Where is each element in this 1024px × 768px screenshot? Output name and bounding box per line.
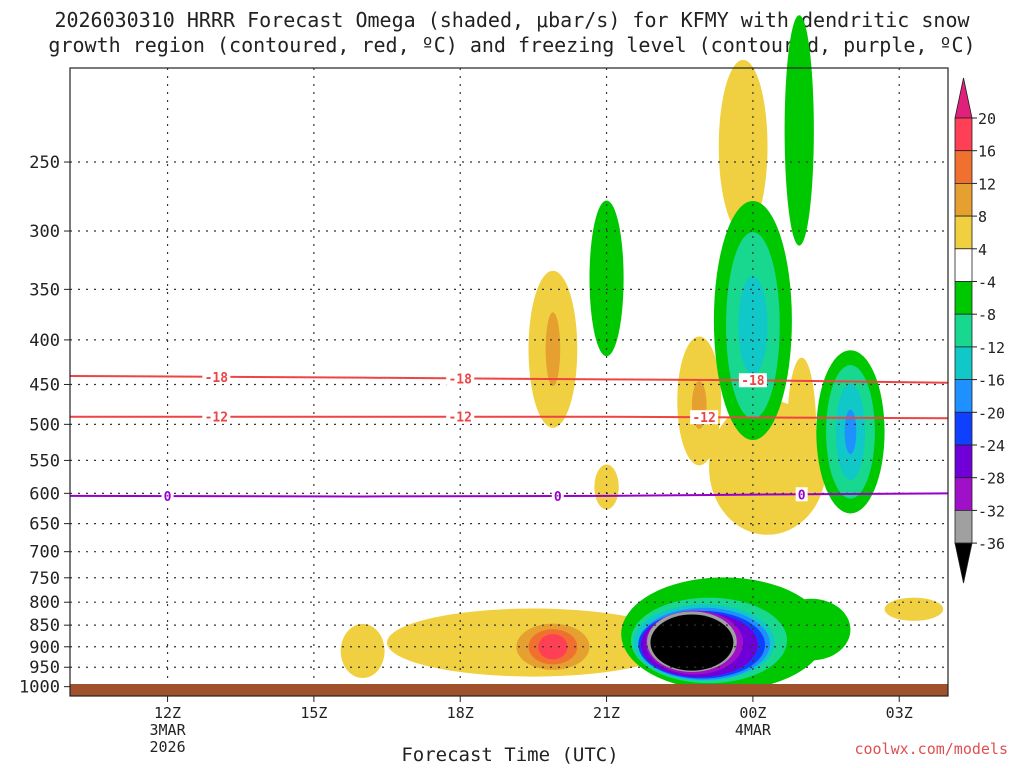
chart-title: 2026030310 HRRR Forecast Omega (shaded, … bbox=[0, 8, 1024, 58]
contour-label-0: 0 bbox=[554, 490, 562, 505]
contour-label-bg bbox=[551, 488, 564, 503]
colorbar-bottom-arrow bbox=[954, 542, 973, 584]
colorbar-swatch-8 bbox=[954, 215, 973, 250]
colorbar-label-8: 8 bbox=[978, 208, 987, 226]
colorbar-label-20: 20 bbox=[978, 110, 996, 128]
colorbar-swatch--8 bbox=[954, 313, 973, 348]
colorbar-swatch--12 bbox=[954, 346, 973, 380]
x-tick-sublabel-2026: 2026 bbox=[149, 738, 185, 756]
omega-feature-8-6 bbox=[545, 312, 561, 387]
contour-label--12: -12 bbox=[448, 411, 471, 426]
colorbar-top-arrow bbox=[954, 77, 973, 119]
x-tick-sublabel-3MAR: 3MAR bbox=[149, 721, 186, 739]
colorbar-swatch-16 bbox=[954, 150, 973, 184]
colorbar-label--32: -32 bbox=[978, 502, 1005, 520]
y-tick-label-350: 350 bbox=[29, 280, 60, 300]
contour-label--18: -18 bbox=[448, 372, 472, 387]
x-tick-sublabel-4MAR: 4MAR bbox=[735, 721, 772, 739]
y-tick-label-750: 750 bbox=[29, 569, 60, 589]
contour-label-bg bbox=[202, 409, 231, 424]
contour-label-0: 0 bbox=[164, 490, 172, 505]
colorbar-label--8: -8 bbox=[978, 306, 996, 324]
colorbar-label--28: -28 bbox=[978, 470, 1005, 488]
x-tick-label-21Z: 21Z bbox=[593, 704, 620, 722]
contour-label--12: -12 bbox=[692, 411, 715, 426]
x-tick-label-00Z: 00Z bbox=[739, 704, 766, 722]
y-tick-label-450: 450 bbox=[29, 375, 60, 395]
x-tick-label-12Z: 12Z bbox=[154, 704, 181, 722]
omega-feature-16-4 bbox=[538, 634, 568, 660]
colorbar-swatch--16 bbox=[954, 379, 973, 413]
x-tick-label-15Z: 15Z bbox=[300, 704, 327, 722]
omega-feature-4-22 bbox=[884, 597, 944, 621]
y-tick-label-950: 950 bbox=[29, 658, 60, 678]
brand-link[interactable]: coolwx.com/models bbox=[854, 740, 1008, 758]
contour-label-bg bbox=[446, 409, 475, 424]
x-tick-label-03Z: 03Z bbox=[886, 704, 913, 722]
colorbar-swatch--24 bbox=[954, 444, 973, 479]
omega-feature--36-32 bbox=[650, 614, 734, 671]
contour-label-bg bbox=[161, 489, 174, 504]
omega-feature--4-14 bbox=[784, 15, 814, 246]
contour-label-bg bbox=[202, 369, 231, 384]
contour-line--18 bbox=[69, 374, 949, 384]
ground-strip bbox=[70, 684, 948, 696]
y-tick-label-850: 850 bbox=[29, 616, 60, 636]
contour-label--18: -18 bbox=[205, 371, 229, 386]
omega-feature--16-21 bbox=[844, 409, 857, 455]
contour-label--12: -12 bbox=[205, 411, 228, 426]
omega-feature-4-0 bbox=[340, 623, 385, 678]
colorbar-label--24: -24 bbox=[978, 437, 1005, 455]
omega-feature-4-8 bbox=[594, 464, 619, 510]
colorbar-label-16: 16 bbox=[978, 143, 996, 161]
colorbar-label--36: -36 bbox=[978, 535, 1005, 553]
y-tick-label-650: 650 bbox=[29, 515, 60, 535]
colorbar-swatch--4 bbox=[954, 281, 973, 315]
y-tick-label-900: 900 bbox=[29, 638, 60, 658]
colorbar-label--20: -20 bbox=[978, 404, 1005, 422]
y-tick-label-600: 600 bbox=[29, 484, 60, 504]
omega-feature-4-13 bbox=[787, 357, 817, 507]
colorbar-swatch--28 bbox=[954, 477, 973, 511]
contour-label-bg bbox=[738, 373, 767, 388]
colorbar-swatch--32 bbox=[954, 509, 973, 544]
y-tick-label-550: 550 bbox=[29, 451, 60, 471]
colorbar-label-12: 12 bbox=[978, 175, 996, 193]
contour-label-0: 0 bbox=[798, 488, 806, 503]
title-line-1: 2026030310 HRRR Forecast Omega (shaded, … bbox=[54, 8, 970, 32]
x-tick-label-18Z: 18Z bbox=[447, 704, 474, 722]
y-tick-label-400: 400 bbox=[29, 331, 60, 351]
y-tick-label-500: 500 bbox=[29, 415, 60, 435]
colorbar-swatch-4 bbox=[954, 248, 973, 282]
plot-frame bbox=[69, 67, 949, 697]
y-tick-label-700: 700 bbox=[29, 543, 60, 563]
colorbar-label--12: -12 bbox=[978, 339, 1005, 357]
colorbar-swatch--20 bbox=[954, 411, 973, 446]
x-axis-label: Forecast Time (UTC) bbox=[401, 744, 619, 766]
colorbar-swatch-20 bbox=[954, 117, 973, 152]
contour-label-bg bbox=[795, 487, 808, 502]
contour-label--18: -18 bbox=[741, 374, 765, 389]
omega-feature--4-7 bbox=[589, 200, 624, 357]
colorbar-label-4: 4 bbox=[978, 241, 987, 259]
contour-label-bg bbox=[446, 371, 475, 386]
contour-label-bg bbox=[690, 410, 719, 425]
omega-feature--4-24 bbox=[772, 598, 851, 661]
contour-line-0 bbox=[69, 492, 949, 498]
colorbar-label--16: -16 bbox=[978, 372, 1005, 390]
colorbar-label--4: -4 bbox=[978, 274, 996, 292]
y-tick-label-300: 300 bbox=[29, 222, 60, 242]
contour-line--12 bbox=[70, 415, 949, 420]
y-tick-label-800: 800 bbox=[29, 593, 60, 613]
omega-feature-4-12 bbox=[718, 59, 768, 234]
y-tick-label-1000: 1000 bbox=[19, 678, 60, 698]
colorbar-swatch-12 bbox=[954, 182, 973, 217]
y-tick-label-250: 250 bbox=[29, 153, 60, 173]
